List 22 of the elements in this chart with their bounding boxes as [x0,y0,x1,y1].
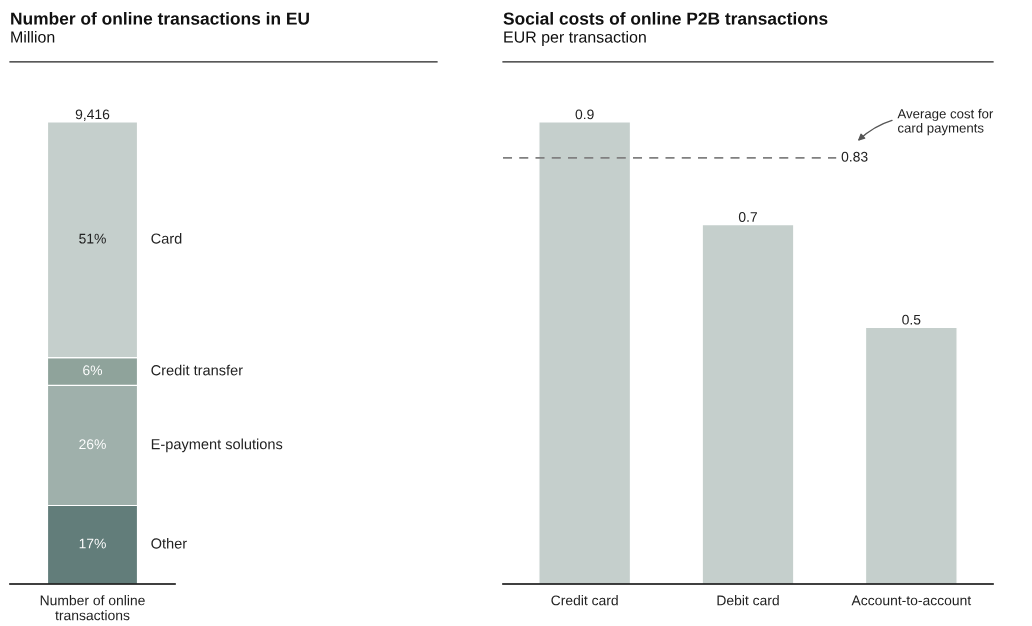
data-label: 26% [79,439,106,450]
x-tick-label: Number of online transactions [40,595,145,621]
chart-subtitle: EUR per transaction [504,31,646,46]
x-tick-label: Credit card [551,595,618,606]
data-label: 0.9 [575,109,594,120]
data-label: 0.7 [738,212,757,222]
series-label: E-payment solutions [151,438,283,453]
text: 9,416 [75,109,110,121]
data-label: 6% [83,365,103,376]
ref-line-label: 0.83 [841,151,868,162]
series-label: Card [151,233,182,244]
data-label: 0.5 [902,314,921,325]
chart-subtitle: Million [11,31,55,43]
series-label: Other [151,537,187,549]
data-label: 51% [79,233,106,244]
annotation: Average cost for card payments [897,108,994,136]
chart-title: Social costs of online P2B transactions [503,12,828,25]
series-label: Credit transfer [151,364,243,376]
data-label: 17% [79,538,106,549]
x-tick-label: Debit card [717,595,779,606]
chart-title: Number of online transactions in EU [11,12,309,25]
x-tick-label: Account-to-account [851,595,972,606]
